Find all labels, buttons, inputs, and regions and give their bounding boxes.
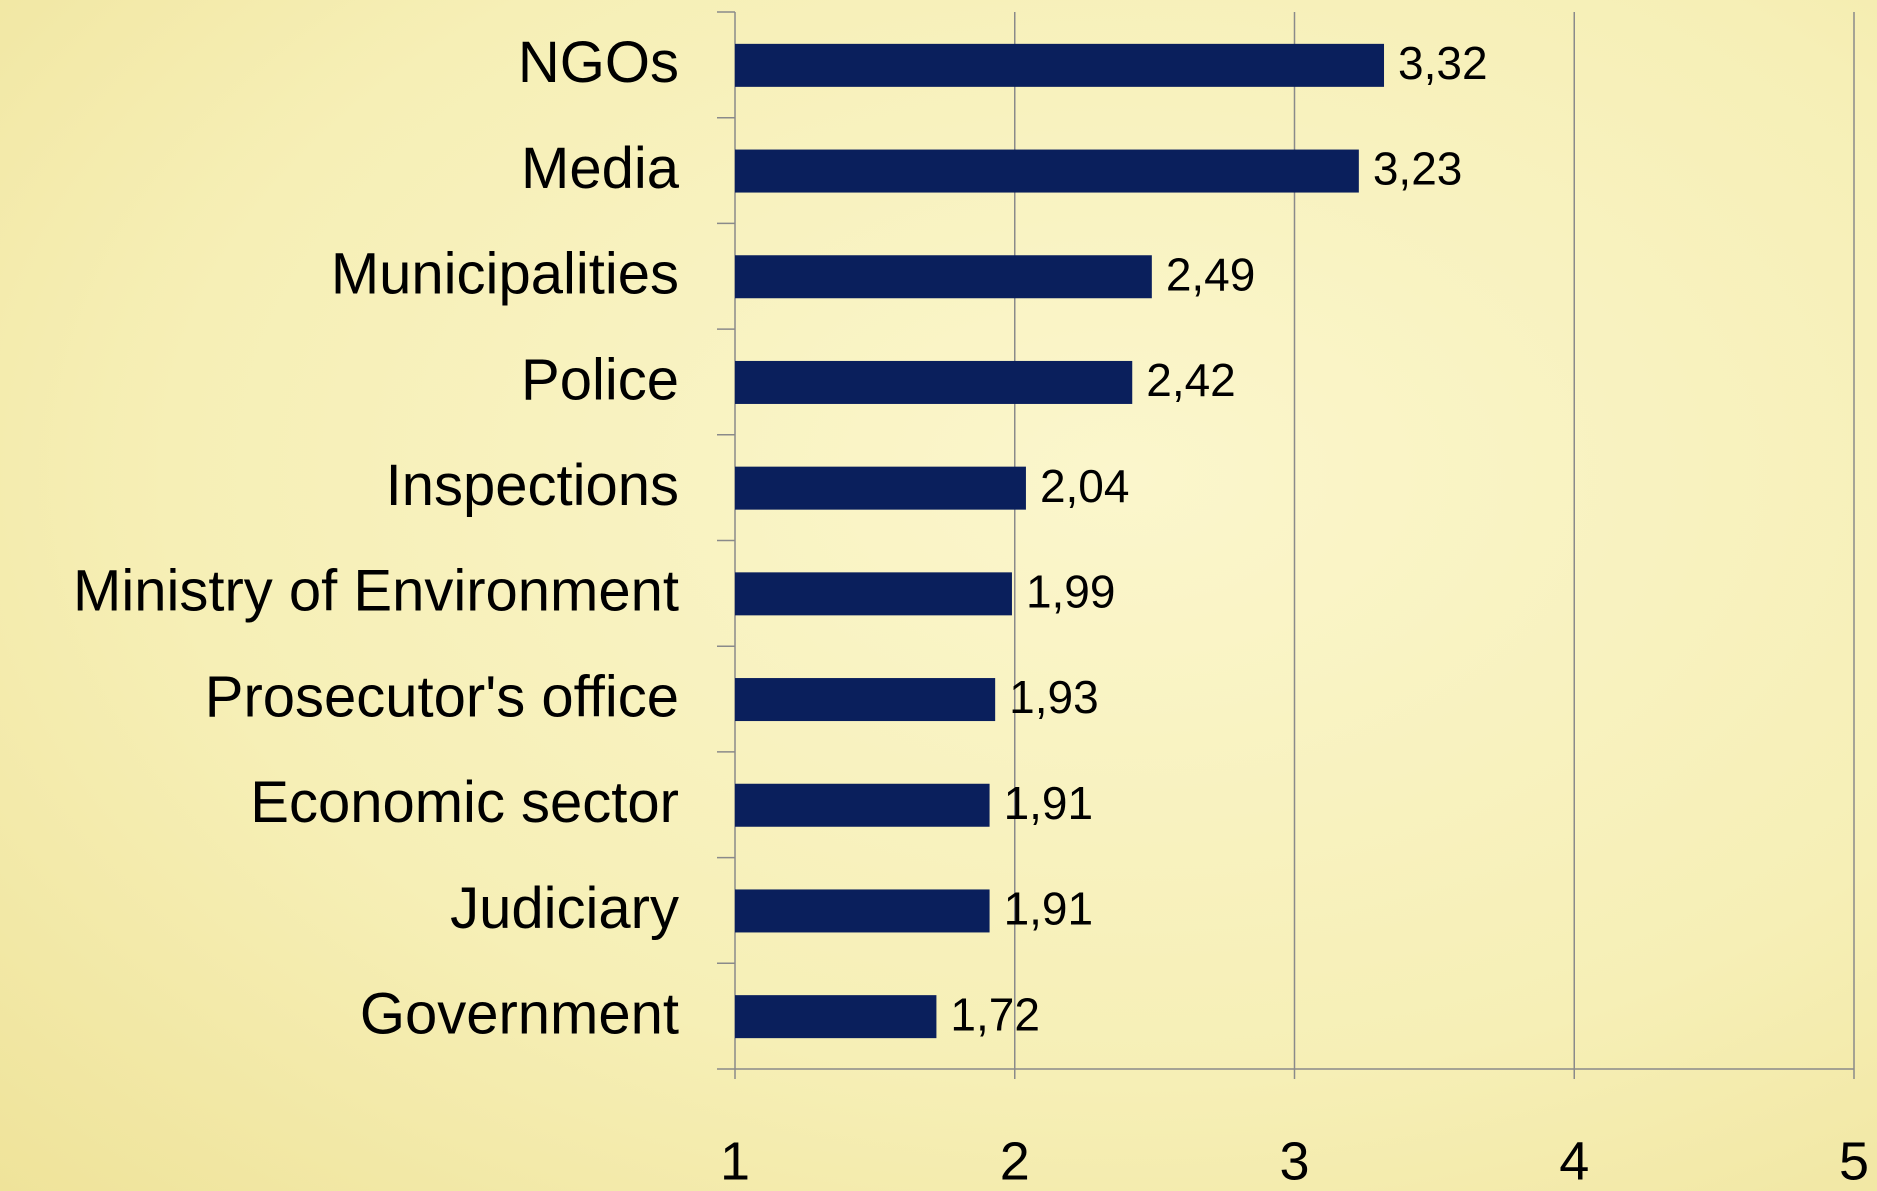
bar: [735, 150, 1359, 193]
value-label: 2,49: [1166, 248, 1256, 300]
bar: [735, 572, 1012, 615]
y-tick-label: Economic sector: [250, 770, 679, 835]
y-tick-label: NGOs: [518, 30, 679, 95]
bar: [735, 889, 990, 932]
y-tick-label: Media: [521, 136, 680, 201]
chart: 1 2 3 4 5 NGOs 3,32 Media 3,23 Municipalities 2,49…: [0, 0, 1877, 1191]
value-label: 1,99: [1026, 566, 1116, 618]
value-label: 2,04: [1040, 460, 1130, 512]
y-tick-label: Inspections: [386, 453, 679, 518]
value-label: 1,91: [1004, 777, 1094, 829]
value-label: 2,42: [1146, 354, 1236, 406]
value-label: 3,23: [1373, 143, 1463, 195]
bar: [735, 255, 1152, 298]
value-label: 1,91: [1004, 883, 1094, 935]
x-tick-label: 1: [720, 1131, 750, 1191]
y-tick-label: Government: [360, 981, 679, 1046]
bar: [735, 44, 1384, 87]
y-tick-label: Prosecutor's office: [205, 664, 679, 729]
bar: [735, 995, 936, 1038]
x-tick-label: 4: [1559, 1131, 1589, 1191]
bar: [735, 784, 990, 827]
x-tick-label: 2: [1000, 1131, 1030, 1191]
y-tick-label: Police: [521, 347, 679, 412]
x-tick-label: 3: [1279, 1131, 1309, 1191]
bar: [735, 467, 1026, 510]
y-tick-label: Ministry of Environment: [73, 559, 679, 624]
value-label: 3,32: [1398, 37, 1488, 89]
y-tick-label: Judiciary: [450, 876, 679, 941]
y-tick-label: Municipalities: [331, 242, 679, 307]
value-label: 1,93: [1009, 671, 1099, 723]
value-label: 1,72: [950, 988, 1040, 1040]
bar: [735, 678, 995, 721]
bar: [735, 361, 1132, 404]
x-tick-label: 5: [1839, 1131, 1869, 1191]
